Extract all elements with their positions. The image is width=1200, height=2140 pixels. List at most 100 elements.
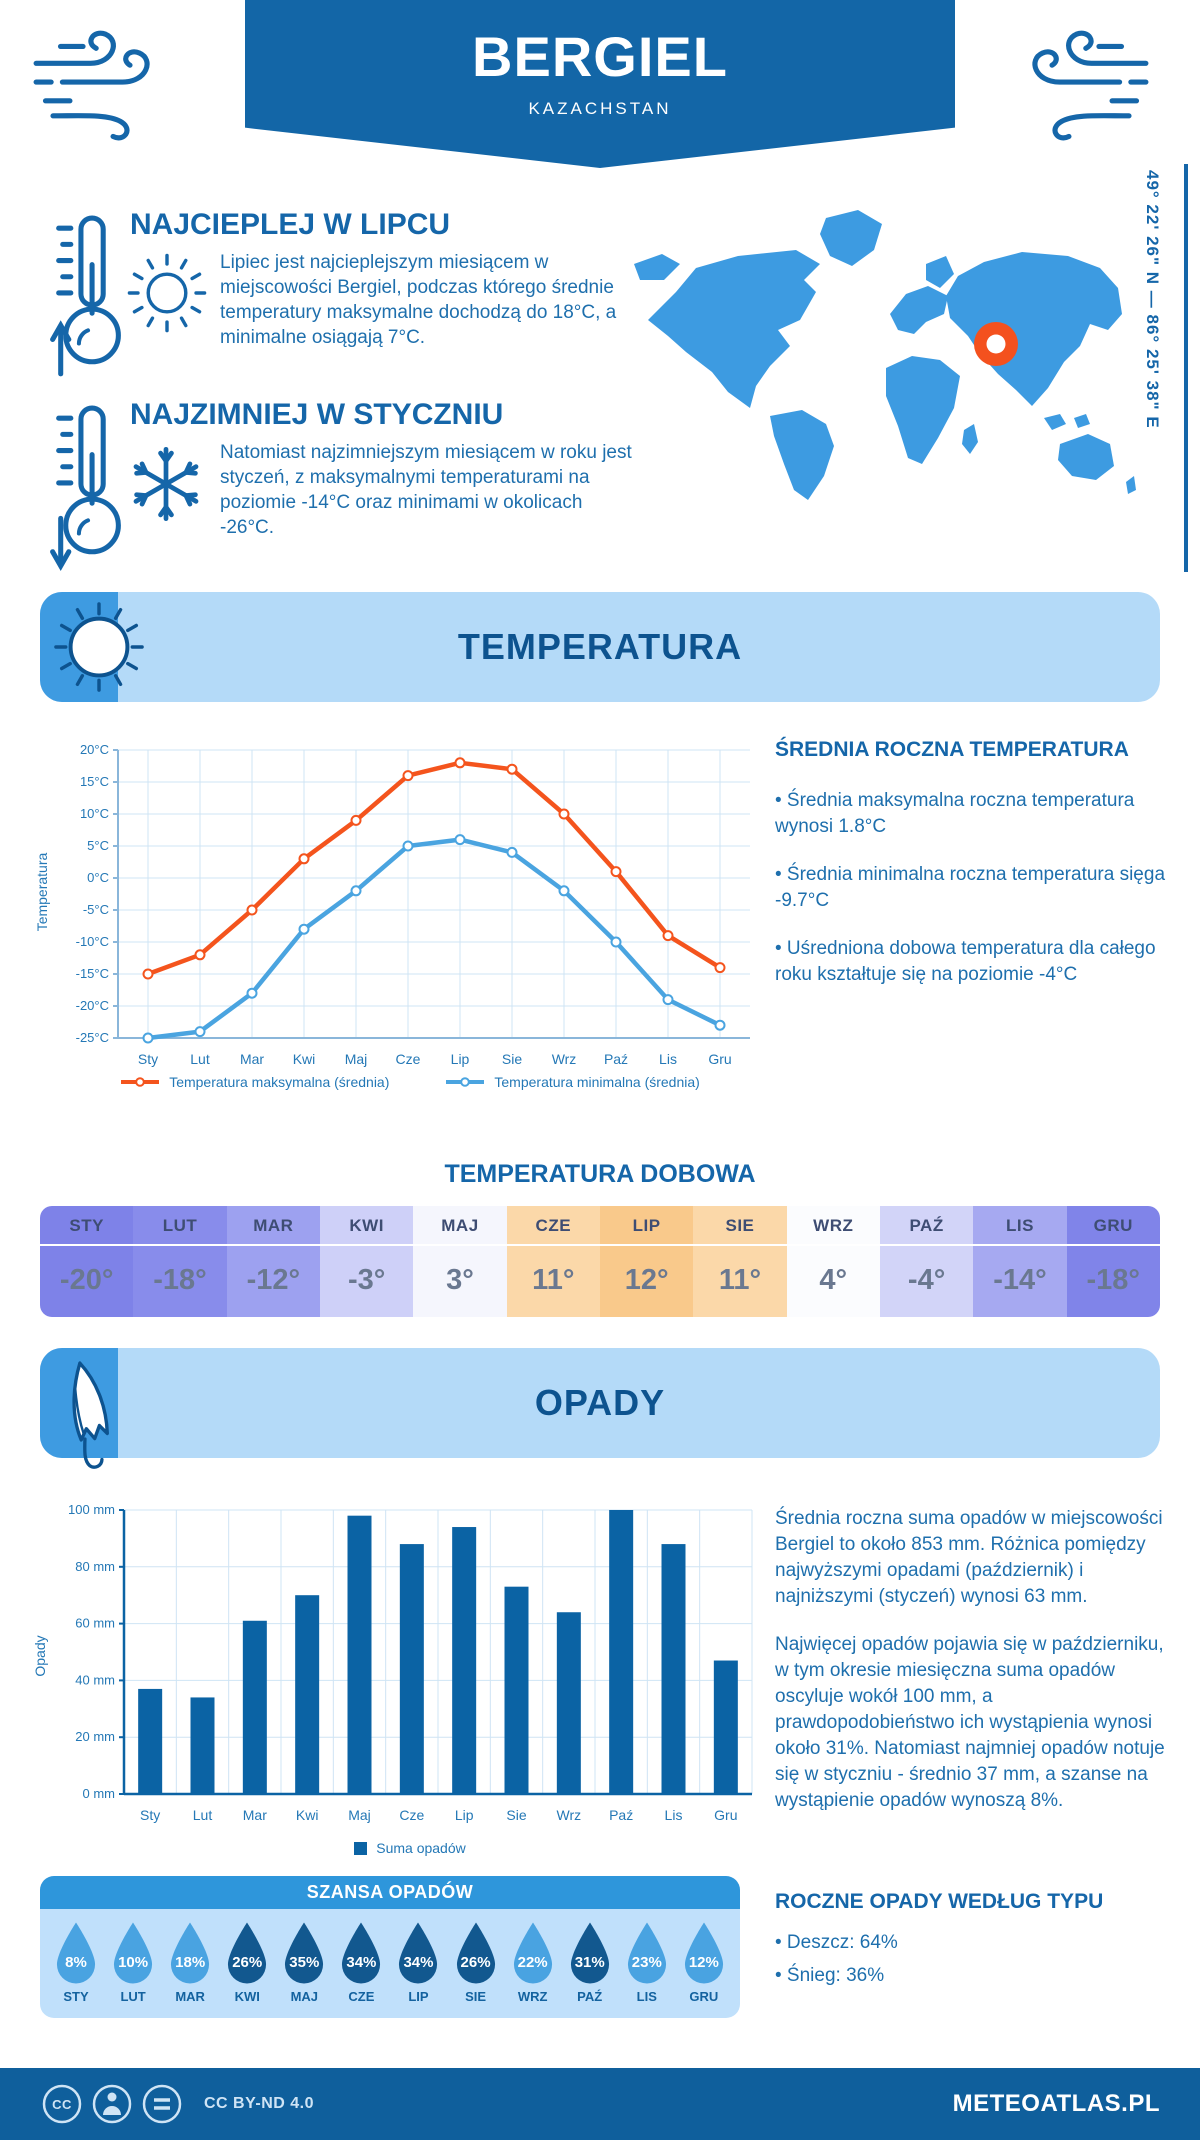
drop-month: MAR	[175, 1989, 205, 2004]
daily-temp-value: 11°	[532, 1264, 575, 1296]
daily-temp-value: -12°	[246, 1264, 301, 1296]
legend-item-precip: Suma opadów	[354, 1840, 466, 1856]
drop-percent: 23%	[631, 1954, 662, 1971]
droplet-icon	[627, 1922, 666, 1984]
brand-label: METEOATLAS.PL	[952, 2090, 1160, 2117]
wind-icon	[1012, 22, 1154, 149]
precip-chance-drop: 12% GRU	[678, 1921, 730, 2004]
legend-precip-label: Suma opadów	[376, 1840, 466, 1856]
svg-text:Maj: Maj	[345, 1051, 368, 1067]
daily-temp-cell: LUT -18°	[133, 1206, 227, 1317]
daily-temp-value: -18°	[1086, 1264, 1141, 1296]
precip-chance-drop: 23% LIS	[621, 1921, 673, 2004]
daily-temp-cell: MAJ 3°	[413, 1206, 507, 1317]
precip-chance-drop: 26% KWI	[221, 1921, 273, 2004]
daily-temp-value: -4°	[907, 1264, 946, 1296]
world-map	[628, 172, 1138, 507]
droplet-icon	[513, 1922, 552, 1984]
precip-chance-body: 8% STY 10% LUT 18% MAR 26% KWI 35% MAJ 34% CZE 34% LI…	[40, 1909, 740, 2018]
drop-percent: 10%	[118, 1954, 149, 1971]
precipitation-text-block: Średnia roczna suma opadów w miejscowośc…	[775, 1506, 1170, 1814]
daily-temp-value: -20°	[59, 1264, 114, 1296]
daily-temp-month: LUT	[133, 1206, 227, 1246]
annual-temp-bullet: • Uśredniona dobowa temperatura dla całe…	[775, 938, 1156, 985]
precip-chance-drop: 34% LIP	[392, 1921, 444, 2004]
svg-text:Sie: Sie	[506, 1807, 526, 1823]
svg-text:Cze: Cze	[399, 1807, 424, 1823]
svg-text:-5°C: -5°C	[83, 902, 109, 917]
drop-percent: 8%	[65, 1954, 87, 1971]
svg-text:Lis: Lis	[659, 1051, 677, 1067]
legend-precip-marker	[354, 1841, 368, 1855]
svg-text:60 mm: 60 mm	[75, 1616, 115, 1631]
svg-text:20 mm: 20 mm	[75, 1729, 115, 1744]
svg-text:Kwi: Kwi	[296, 1807, 319, 1823]
precip-chance-drop: 18% MAR	[164, 1921, 216, 2004]
svg-text:Cze: Cze	[396, 1051, 421, 1067]
daily-temp-cell: MAR -12°	[226, 1206, 320, 1317]
page-title: BERGIEL	[472, 25, 728, 88]
daily-temp-value: 3°	[446, 1264, 474, 1296]
svg-text:Maj: Maj	[348, 1807, 371, 1823]
daily-temp-value: 11°	[718, 1264, 762, 1296]
svg-text:10°C: 10°C	[80, 806, 109, 821]
drop-month: PAŹ	[577, 1989, 603, 2004]
svg-text:Mar: Mar	[243, 1807, 267, 1823]
legend-max-label: Temperatura maksymalna (średnia)	[169, 1074, 390, 1090]
droplet-icon	[114, 1922, 153, 1984]
drop-month: LUT	[120, 1989, 146, 2004]
license-block: CC CC BY-ND 4.0	[40, 2082, 314, 2126]
daily-temp-value: 4°	[819, 1264, 848, 1296]
svg-text:5°C: 5°C	[87, 838, 109, 853]
drop-percent: 34%	[403, 1954, 434, 1971]
svg-text:Mar: Mar	[240, 1051, 264, 1067]
license-label: CC BY-ND 4.0	[204, 2095, 315, 2112]
temperature-line-chart: 20°C 15°C 10°C 5°C 0°C -5°C -10°C -15°C -20°C -25…	[76, 742, 750, 1067]
footer: CC CC BY-ND 4.0 METEOATLAS.PL	[0, 2068, 1200, 2140]
drop-month: CZE	[348, 1989, 375, 2004]
wind-icon	[28, 22, 170, 149]
location-marker	[974, 322, 1018, 366]
daily-temp-value: -3°	[347, 1264, 386, 1296]
svg-text:20°C: 20°C	[80, 742, 109, 757]
daily-temp-month: CZE	[506, 1206, 600, 1246]
svg-text:Paź: Paź	[609, 1807, 633, 1823]
precip-chart-ylabel: Opady	[32, 1635, 48, 1677]
daily-temp-cell: LIP 12°	[599, 1206, 694, 1317]
daily-temp-month: LIS	[973, 1206, 1067, 1246]
thermometer-up-icon	[50, 212, 122, 389]
annual-temperature-block: ŚREDNIA ROCZNA TEMPERATURA • Średnia mak…	[775, 738, 1170, 988]
precip-chance-drop: 26% SIE	[450, 1921, 502, 2004]
header-banner: BERGIEL KAZACHSTAN	[245, 0, 955, 168]
temp-chart-ylabel: Temperatura	[34, 852, 50, 932]
umbrella-icon	[50, 1354, 146, 1475]
svg-text:Wrz: Wrz	[552, 1051, 577, 1067]
precip-chance-block: SZANSA OPADÓW 8% STY 10% LUT 18% MAR 26% KWI 35%…	[40, 1876, 740, 2018]
legend-min-label: Temperatura minimalna (średnia)	[494, 1074, 700, 1090]
daily-temp-month: PAŹ	[879, 1206, 974, 1246]
droplet-icon	[56, 1922, 96, 1984]
daily-temp-cell: CZE 11°	[506, 1206, 600, 1317]
svg-text:Sie: Sie	[502, 1051, 522, 1067]
legend-min-marker	[446, 1077, 485, 1087]
temperature-banner	[40, 592, 1160, 702]
daily-temp-month: SIE	[693, 1206, 787, 1246]
svg-text:-15°C: -15°C	[76, 966, 109, 981]
svg-text:Gru: Gru	[714, 1807, 737, 1823]
drop-month: MAJ	[290, 1989, 319, 2004]
precip-chance-drop: 34% CZE	[335, 1921, 387, 2004]
coordinates-label: 49° 22' 26" N — 86° 25' 38" E	[1143, 170, 1162, 429]
svg-text:Lut: Lut	[190, 1051, 210, 1067]
drop-month: GRU	[689, 1989, 719, 2004]
droplet-icon	[228, 1922, 267, 1984]
precipitation-section-title: OPADY	[534, 1382, 666, 1423]
svg-text:Lip: Lip	[455, 1807, 474, 1823]
legend-item-min: Temperatura minimalna (średnia)	[445, 1074, 700, 1090]
daily-temp-cell: PAŹ -4°	[879, 1206, 974, 1317]
droplet-icon	[342, 1922, 381, 1984]
annual-temp-heading: ŚREDNIA ROCZNA TEMPERATURA	[775, 738, 1129, 761]
daily-temp-value: -14°	[993, 1264, 1047, 1296]
precipitation-bar-chart: 0 mm 20 mm 40 mm 60 mm 80 mm 100 mm Sty Lut Mar K…	[68, 1502, 753, 1823]
daily-temp-cell: SIE 11°	[693, 1206, 787, 1317]
droplet-icon	[684, 1922, 723, 1984]
